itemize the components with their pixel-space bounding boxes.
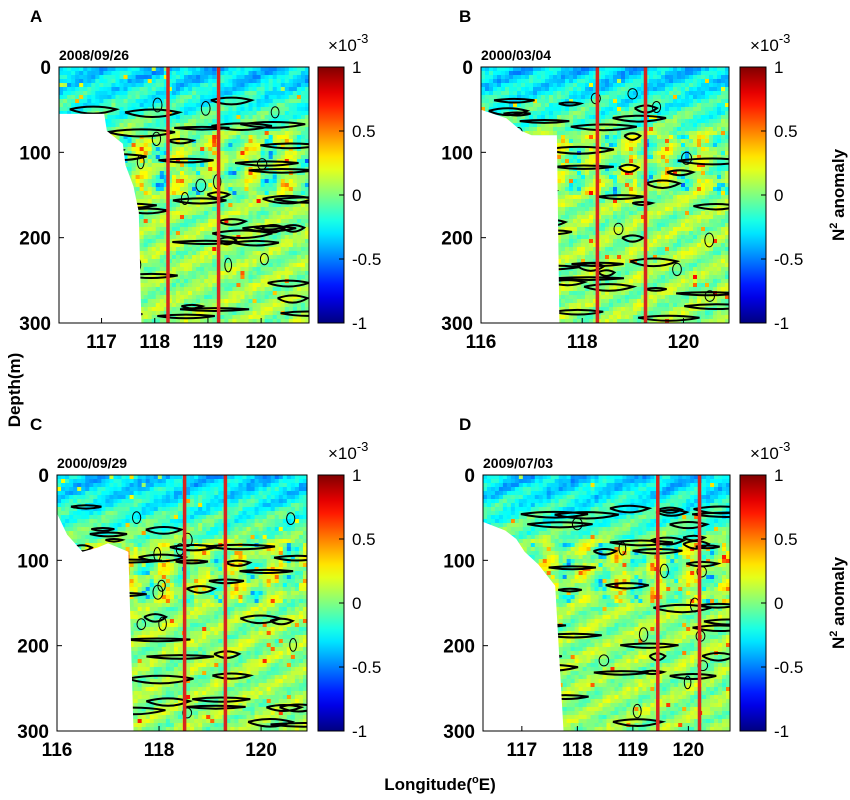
colorbar-tick-label: -1 <box>774 314 789 333</box>
colorbar-exponent: ×10-3 <box>328 439 368 463</box>
axes-frame <box>482 474 731 732</box>
colorbar-tick-label: -0.5 <box>774 250 803 269</box>
colorbar-tick-label: -1 <box>352 314 367 333</box>
colorbar-exponent: ×10-3 <box>750 439 790 463</box>
colorbar-tick-label: 1 <box>774 466 783 485</box>
x-tick-label: 120 <box>673 740 705 761</box>
x-tick-label: 117 <box>86 332 117 353</box>
x-tick-label: 120 <box>245 332 277 353</box>
colorbar-tick-label: -0.5 <box>352 658 381 677</box>
panel-date: 2008/09/26 <box>59 47 129 63</box>
colorbar-tick-label: -1 <box>352 722 367 741</box>
panel-date: 2000/09/29 <box>57 455 127 471</box>
y-axis-label: Depth(m) <box>5 353 24 428</box>
colorbar-exponent: ×10-3 <box>750 31 790 55</box>
axes-frame <box>56 474 308 732</box>
panel-letter: C <box>30 415 42 434</box>
y-tick-label: 200 <box>19 229 51 250</box>
colorbar-tick-label: 0 <box>774 594 783 613</box>
y-tick-label: 300 <box>443 722 475 743</box>
colorbar-label: N2 anomaly <box>828 556 848 649</box>
colorbar-exponent: ×10-3 <box>328 31 368 55</box>
y-tick-label: 300 <box>19 314 51 335</box>
axes-frame <box>58 66 310 324</box>
x-tick-label: 116 <box>466 332 497 353</box>
colorbar-tick-label: 1 <box>352 58 361 77</box>
panel-A: 0 100 200 300 117 118 119 120 A 2008/09/26 1 0.5 0 -0… <box>19 7 381 353</box>
seafloor-mask <box>481 109 560 323</box>
x-axis-label: Longitude(oE) <box>384 774 496 794</box>
x-tick-label: 118 <box>567 332 598 353</box>
y-tick-label: 100 <box>443 551 475 572</box>
colorbar-tick-label: 0.5 <box>352 122 376 141</box>
y-tick-label: 100 <box>17 551 49 572</box>
x-tick-label: 118 <box>144 740 175 761</box>
colorbar-tick-label: 1 <box>352 466 361 485</box>
seafloor-mask <box>59 113 142 323</box>
seafloor-mask <box>483 521 564 731</box>
colorbar-tick-label: 0 <box>774 186 783 205</box>
x-tick-label: 119 <box>618 740 649 761</box>
y-tick-label: 0 <box>38 466 49 487</box>
y-tick-label: 0 <box>462 58 473 79</box>
panel-D: 0 100 200 300 117 118 119 120 D 2009/07/03 1 0.5 0 -0… <box>443 415 848 761</box>
panel-letter: A <box>30 7 42 26</box>
y-tick-label: 200 <box>443 637 475 658</box>
colorbar-tick-label: -0.5 <box>774 658 803 677</box>
panel-date: 2009/07/03 <box>483 455 553 471</box>
x-tick-label: 120 <box>245 740 277 761</box>
panel-letter: D <box>459 415 471 434</box>
colorbar-tick-label: 0 <box>352 186 361 205</box>
x-tick-label: 119 <box>193 332 224 353</box>
y-tick-label: 300 <box>441 314 473 335</box>
seafloor-mask <box>57 513 134 731</box>
colorbar-tick-label: -0.5 <box>352 250 381 269</box>
x-tick-label: 116 <box>42 740 73 761</box>
x-tick-label: 120 <box>668 332 700 353</box>
y-tick-label: 100 <box>441 143 473 164</box>
y-tick-label: 200 <box>441 229 473 250</box>
colorbar-tick-label: 0 <box>352 594 361 613</box>
colorbar-tick-label: -1 <box>774 722 789 741</box>
colorbar-label: N2 anomaly <box>828 148 848 241</box>
y-tick-label: 0 <box>40 58 51 79</box>
x-tick-label: 118 <box>139 332 170 353</box>
colorbar-tick-label: 1 <box>774 58 783 77</box>
panel-letter: B <box>459 7 471 26</box>
colorbar-tick-label: 0.5 <box>774 122 798 141</box>
y-tick-label: 200 <box>17 637 49 658</box>
y-tick-label: 300 <box>17 722 49 743</box>
colorbar-tick-label: 0.5 <box>352 530 376 549</box>
x-tick-label: 117 <box>507 740 538 761</box>
axes-frame <box>480 66 730 324</box>
colorbar-tick-label: 0.5 <box>774 530 798 549</box>
panel-date: 2000/03/04 <box>481 47 551 63</box>
y-tick-label: 100 <box>19 143 51 164</box>
x-tick-label: 118 <box>562 740 593 761</box>
y-tick-label: 0 <box>464 466 475 487</box>
